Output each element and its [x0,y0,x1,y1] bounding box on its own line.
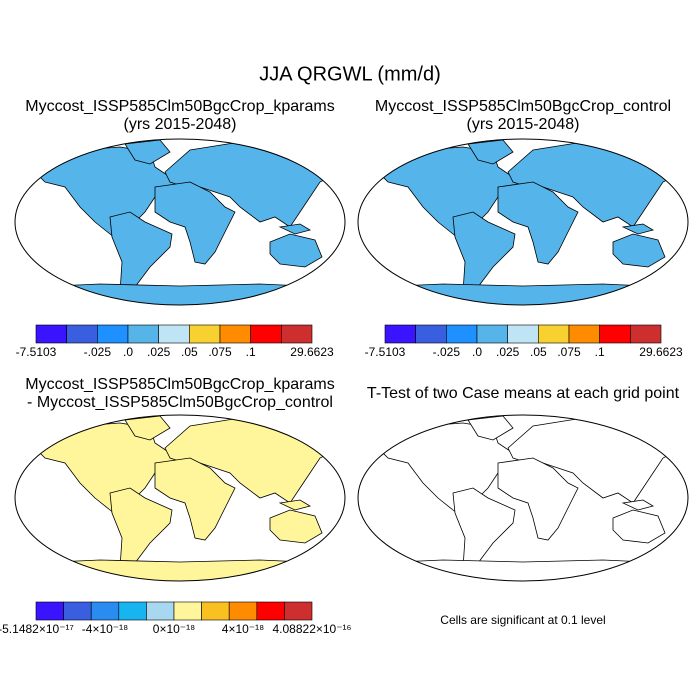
colorbar-box [66,324,98,344]
map-border [14,138,346,306]
continents [358,415,688,581]
colorbar-label: 0×10⁻¹⁸ [153,622,195,636]
colorbar-label: .05 [530,345,547,359]
colorbar-box [90,601,120,621]
colorbar-box [384,324,416,344]
map-border [357,414,689,582]
colorbar-label: .025 [496,345,520,359]
map-border [357,138,689,306]
colorbar-box [599,324,631,344]
colorbar-box [446,324,478,344]
colorbar-box [415,324,447,344]
panel: Myccost_ISSP585Clm50BgcCrop_control(yrs … [357,98,689,359]
colorbar-label: .025 [147,345,171,359]
colorbar-label: -.025 [84,345,112,359]
map [14,138,346,306]
panels: Myccost_ISSP585Clm50BgcCrop_kparams(yrs … [0,98,689,636]
colorbar-box [173,601,202,621]
colorbar-box [228,601,258,621]
colorbar-box [538,324,570,344]
colorbar-box [35,601,64,621]
colorbar-box [568,324,600,344]
map-land [358,415,688,581]
colorbar-box [219,324,251,344]
colorbar-box [118,601,147,621]
panel-subtitle: - Myccost_ISSP585Clm50BgcCrop_control [27,394,333,411]
continents [358,139,688,305]
colorbar-box [201,601,230,621]
panel-subtitle: (yrs 2015-2048) [124,116,237,133]
panel: Myccost_ISSP585Clm50BgcCrop_kparams(yrs … [14,98,346,359]
colorbar-label: 29.6623 [639,345,683,359]
colorbar-box [97,324,129,344]
map [14,414,346,582]
colorbar-box [507,324,539,344]
colorbar-label: 4×10⁻¹⁸ [222,622,264,636]
colorbar-box [35,324,67,344]
map-border [14,414,346,582]
colorbar-label: -7.5103 [365,345,406,359]
colorbar-box [284,601,313,621]
continents [15,415,345,581]
colorbar-label: 29.6623 [290,345,334,359]
map-land [15,415,345,581]
colorbar-box [127,324,159,344]
panel-title: T-Test of two Case means at each grid po… [367,385,680,402]
panel-title: Myccost_ISSP585Clm50BgcCrop_kparams [25,98,334,115]
figure-title: JJA QRGWL (mm/d) [259,63,440,85]
colorbar-box [158,324,190,344]
colorbar-label: -.025 [433,345,461,359]
colorbar-label: -7.5103 [16,345,57,359]
panel-title: Myccost_ISSP585Clm50BgcCrop_kparams [25,376,334,393]
colorbar-box [189,324,221,344]
colorbar-box [256,601,285,621]
colorbar-label: .0 [123,345,133,359]
colorbar-label: .075 [557,345,581,359]
colorbar-label: .1 [595,345,605,359]
colorbar-box [476,324,508,344]
colorbar-box [63,601,92,621]
panel: T-Test of two Case means at each grid po… [357,385,689,627]
colorbar-box [250,324,282,344]
panel-subtitle: (yrs 2015-2048) [467,116,580,133]
colorbar-box [630,324,662,344]
colorbar-box [281,324,313,344]
colorbar-label: -5.1482×10⁻¹⁷ [0,622,74,636]
panel-title: Myccost_ISSP585Clm50BgcCrop_control [375,98,671,115]
colorbar-label: -4×10⁻¹⁸ [82,622,128,636]
colorbar-label: .1 [246,345,256,359]
colorbar-label: .075 [208,345,232,359]
map [357,414,689,582]
colorbar-label: 4.08822×10⁻¹⁶ [272,622,351,636]
colorbar-label: .05 [181,345,198,359]
map [357,138,689,306]
colorbar-box [146,601,175,621]
continents [15,139,345,305]
panel: Myccost_ISSP585Clm50BgcCrop_kparams- Myc… [0,376,352,636]
map-land [358,139,688,305]
panel-note: Cells are significant at 0.1 level [440,613,605,627]
colorbar-label: .0 [472,345,482,359]
map-land [15,139,345,305]
